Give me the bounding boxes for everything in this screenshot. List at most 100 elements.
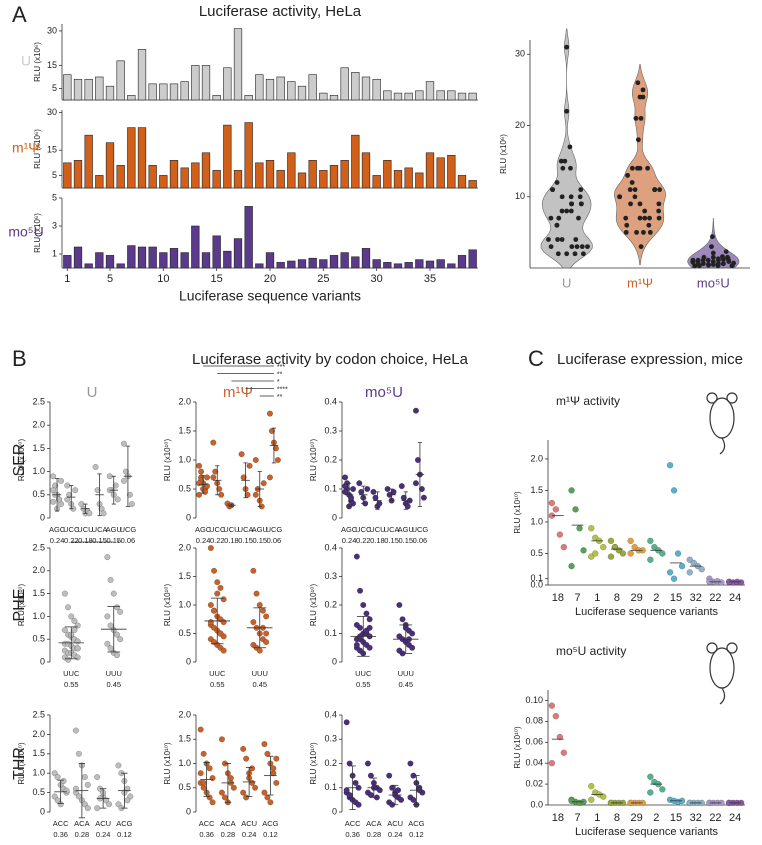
data-point	[250, 567, 257, 574]
y-tick-label: 0	[40, 656, 45, 666]
data-point	[395, 787, 402, 794]
y-tick-label: 1.5	[32, 443, 45, 453]
bar	[84, 78, 93, 101]
mouse-ear	[726, 392, 738, 404]
panel-title: Luciferase activity by codon choice, HeL…	[192, 351, 469, 368]
bar	[415, 90, 424, 101]
panel-letter: A	[12, 2, 27, 27]
bar	[127, 245, 136, 269]
x-tick-sublabel: 0.22	[64, 536, 79, 545]
data-point	[678, 562, 686, 570]
bar	[212, 235, 221, 269]
data-point	[252, 456, 259, 464]
bar	[95, 76, 104, 101]
chart-subtitle: mo⁵U activity	[556, 644, 626, 658]
x-tick-label: 32	[690, 592, 702, 604]
x-tick-label: AGU	[398, 525, 414, 534]
data-point	[573, 237, 579, 242]
data-point	[61, 590, 68, 597]
x-tick-sublabel: 0.22	[356, 536, 371, 545]
y-tick-label: 1.0	[178, 599, 191, 609]
data-point	[350, 485, 357, 493]
data-point	[737, 579, 745, 586]
data-point	[569, 201, 574, 207]
data-point	[342, 488, 349, 495]
data-point	[568, 208, 574, 214]
bar	[351, 72, 360, 101]
x-tick-label: ACA	[366, 819, 381, 828]
data-point	[409, 644, 416, 651]
bar	[393, 92, 403, 101]
x-tick-label: 5	[107, 273, 113, 285]
bar	[340, 252, 349, 269]
data-point	[94, 487, 101, 494]
data-point	[263, 639, 270, 646]
data-point	[715, 256, 721, 262]
y-tick-label: 1.0	[178, 454, 191, 464]
data-point	[207, 619, 214, 626]
data-point	[710, 250, 716, 256]
x-tick-sublabel: 0.18	[370, 536, 385, 545]
data-point	[74, 654, 81, 661]
data-point	[84, 781, 91, 788]
data-point	[560, 165, 566, 171]
bar	[73, 78, 83, 101]
data-point	[647, 773, 654, 781]
data-point	[386, 772, 393, 779]
y-tick-label: 15	[47, 60, 57, 70]
data-point	[647, 789, 654, 796]
data-point	[652, 187, 658, 193]
data-point	[558, 158, 564, 164]
significance-label: *	[277, 379, 280, 386]
column-header: U	[87, 384, 98, 401]
data-point	[72, 487, 79, 494]
data-point	[630, 165, 635, 171]
y-tick-label: 0	[40, 806, 45, 816]
x-tick-label: UCA	[384, 525, 400, 534]
x-tick-label: 1	[64, 273, 70, 285]
bar	[287, 260, 296, 269]
data-point	[218, 736, 225, 743]
x-tick-label: 18	[552, 592, 564, 604]
data-point	[220, 619, 227, 626]
data-point	[715, 261, 721, 267]
data-point	[580, 251, 586, 257]
y-tick-label: 0.2	[324, 599, 337, 609]
data-point	[726, 259, 732, 264]
data-point	[65, 604, 72, 611]
panel-letter: B	[12, 346, 27, 371]
data-point	[548, 759, 556, 767]
y-axis-label: RLU (x10¹⁰)	[163, 742, 172, 785]
data-point	[64, 496, 71, 503]
x-tick-sublabel: 0.55	[210, 680, 225, 689]
x-tick-label: ACC	[53, 819, 69, 828]
bar	[191, 162, 200, 189]
bar	[127, 95, 136, 101]
data-point	[700, 257, 706, 263]
data-point	[353, 641, 360, 648]
data-point	[104, 613, 111, 620]
x-tick-label: ACU	[387, 819, 403, 828]
data-point	[637, 94, 643, 100]
data-point	[552, 712, 560, 720]
mouse-body	[709, 647, 735, 689]
data-point	[625, 172, 630, 178]
x-tick-label: 20	[264, 273, 276, 285]
bar	[404, 92, 413, 101]
y-tick-label: 0.0	[530, 579, 543, 589]
x-tick-label: UUC	[355, 669, 372, 678]
x-tick-label: mo⁵U	[697, 275, 730, 290]
data-point	[230, 784, 237, 791]
data-point	[574, 244, 580, 250]
data-point	[376, 787, 383, 794]
bar	[116, 263, 125, 269]
y-tick-label: 0.5	[178, 483, 191, 493]
data-point	[410, 796, 417, 803]
data-point	[104, 554, 111, 561]
data-point	[200, 750, 207, 757]
data-point	[569, 244, 575, 250]
data-point	[560, 543, 568, 551]
bar	[255, 263, 264, 269]
mouse-icon	[706, 642, 738, 705]
y-tick-label: 2.0	[178, 709, 191, 719]
